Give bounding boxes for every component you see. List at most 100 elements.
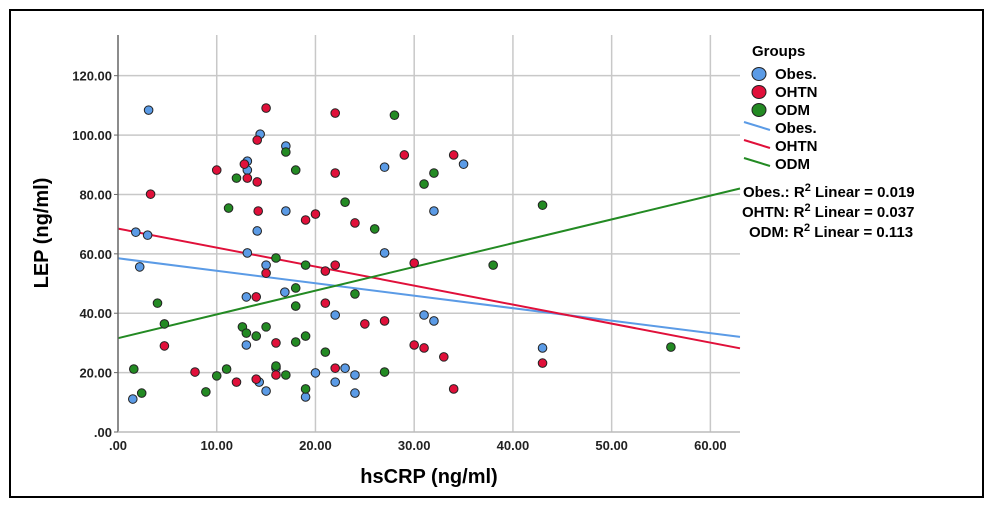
legend-marker-icon [751,85,767,99]
fit-lines [117,187,741,350]
chart-frame [9,9,984,498]
data-point-obes [350,388,360,398]
data-point-odm [340,197,350,207]
data-point-obes [310,368,321,378]
data-point-obes [241,292,252,302]
r2-annotation: OHTN: R2 Linear = 0.037 [742,202,914,221]
data-point-odm [261,322,271,332]
data-point-ohtn [419,343,429,353]
data-point-obes [330,377,341,387]
axes: .00 10.00 20.00 30.00 40.00 50.00 60.00 .00 20.0… [72,35,740,453]
data-point-odm [537,200,548,210]
x-tick-label: 40.00 [497,438,530,453]
data-point-odm [350,289,360,299]
legend-line-label: Obes. [775,120,817,137]
legend-line-label: OHTN [775,138,818,155]
data-point-odm [231,173,242,183]
data-point-obes [429,206,439,216]
y-tick-label: 20.00 [79,366,112,381]
y-tick-label: 80.00 [79,187,112,202]
data-point-obes [142,230,153,240]
data-point-ohtn [159,341,170,351]
data-point-odm [271,361,281,371]
data-point-ohtn [261,268,271,278]
data-point-ohtn [261,103,271,113]
data-point-obes [241,340,252,350]
data-point-ohtn [330,260,341,270]
data-point-ohtn [320,298,331,308]
data-point-ohtn [350,218,360,228]
y-tick-label: 100.00 [72,128,112,143]
data-point-ohtn [310,209,321,219]
fit-line-ohtn [117,227,741,350]
data-point-ohtn [448,150,459,160]
data-point-obes [280,287,290,297]
x-tick-label: .00 [109,438,127,453]
data-point-obes [537,343,548,353]
data-point-odm [290,283,301,293]
data-point-odm [271,253,281,263]
data-point-ohtn [251,292,262,302]
legend-marker-label: Obes. [775,66,817,83]
data-point-odm [300,260,311,270]
x-tick-label: 60.00 [694,438,727,453]
data-point-obes [379,162,390,172]
data-point-obes [340,363,350,373]
y-tick-label: 60.00 [79,247,112,262]
r2-annotation: Obes.: R2 Linear = 0.019 [743,182,915,201]
data-point-ohtn [320,266,331,276]
data-point-obes [281,206,291,216]
data-point-ohtn [231,377,242,387]
data-point-obes [261,386,271,396]
data-point-odm [419,179,429,189]
data-point-odm [300,384,311,394]
data-point-ohtn [409,258,419,268]
x-tick-label: 20.00 [299,438,332,453]
legend-marker-label: OHTN [775,84,818,101]
data-point-ohtn [300,215,311,225]
data-point-obes [252,226,263,236]
data-point-odm [241,328,252,338]
data-point-obes [128,394,138,404]
data-point-obes [458,159,469,169]
data-point-ohtn [253,206,263,216]
fit-line-odm [117,187,741,340]
data-point-ohtn [252,177,263,187]
data-point-ohtn [145,189,156,199]
r2-annotation: ODM: R2 Linear = 0.113 [749,222,913,241]
data-point-odm [152,298,163,308]
data-point-ohtn [399,150,410,160]
data-point-ohtn [330,363,341,373]
fit-line-obes [117,257,741,338]
data-point-obes [130,227,141,237]
data-points [128,103,676,404]
data-point-obes [143,105,154,115]
data-point-ohtn [190,367,200,377]
data-point-ohtn [251,374,262,384]
y-tick-label: .00 [94,425,112,440]
legend-marker-icon [751,103,767,117]
data-point-odm [379,367,390,377]
data-point-ohtn [330,108,341,118]
data-point-ohtn [211,165,222,175]
y-axis-label: LEP (ng/ml) [31,178,53,289]
data-point-ohtn [252,135,263,145]
x-axis-label: hsCRP (ng/ml) [360,466,497,488]
data-point-obes [300,392,311,402]
data-point-obes [429,316,439,326]
data-point-odm [159,319,170,329]
data-point-ohtn [330,168,341,178]
data-point-odm [300,331,311,341]
data-point-ohtn [537,358,548,368]
x-tick-label: 30.00 [398,438,431,453]
data-point-obes [419,310,429,320]
data-point-ohtn [448,384,459,394]
data-point-odm [221,364,232,374]
data-point-obes [134,262,145,272]
data-point-ohtn [379,316,390,326]
data-point-ohtn [271,338,281,348]
data-point-ohtn [439,352,449,362]
data-point-odm [128,364,139,374]
